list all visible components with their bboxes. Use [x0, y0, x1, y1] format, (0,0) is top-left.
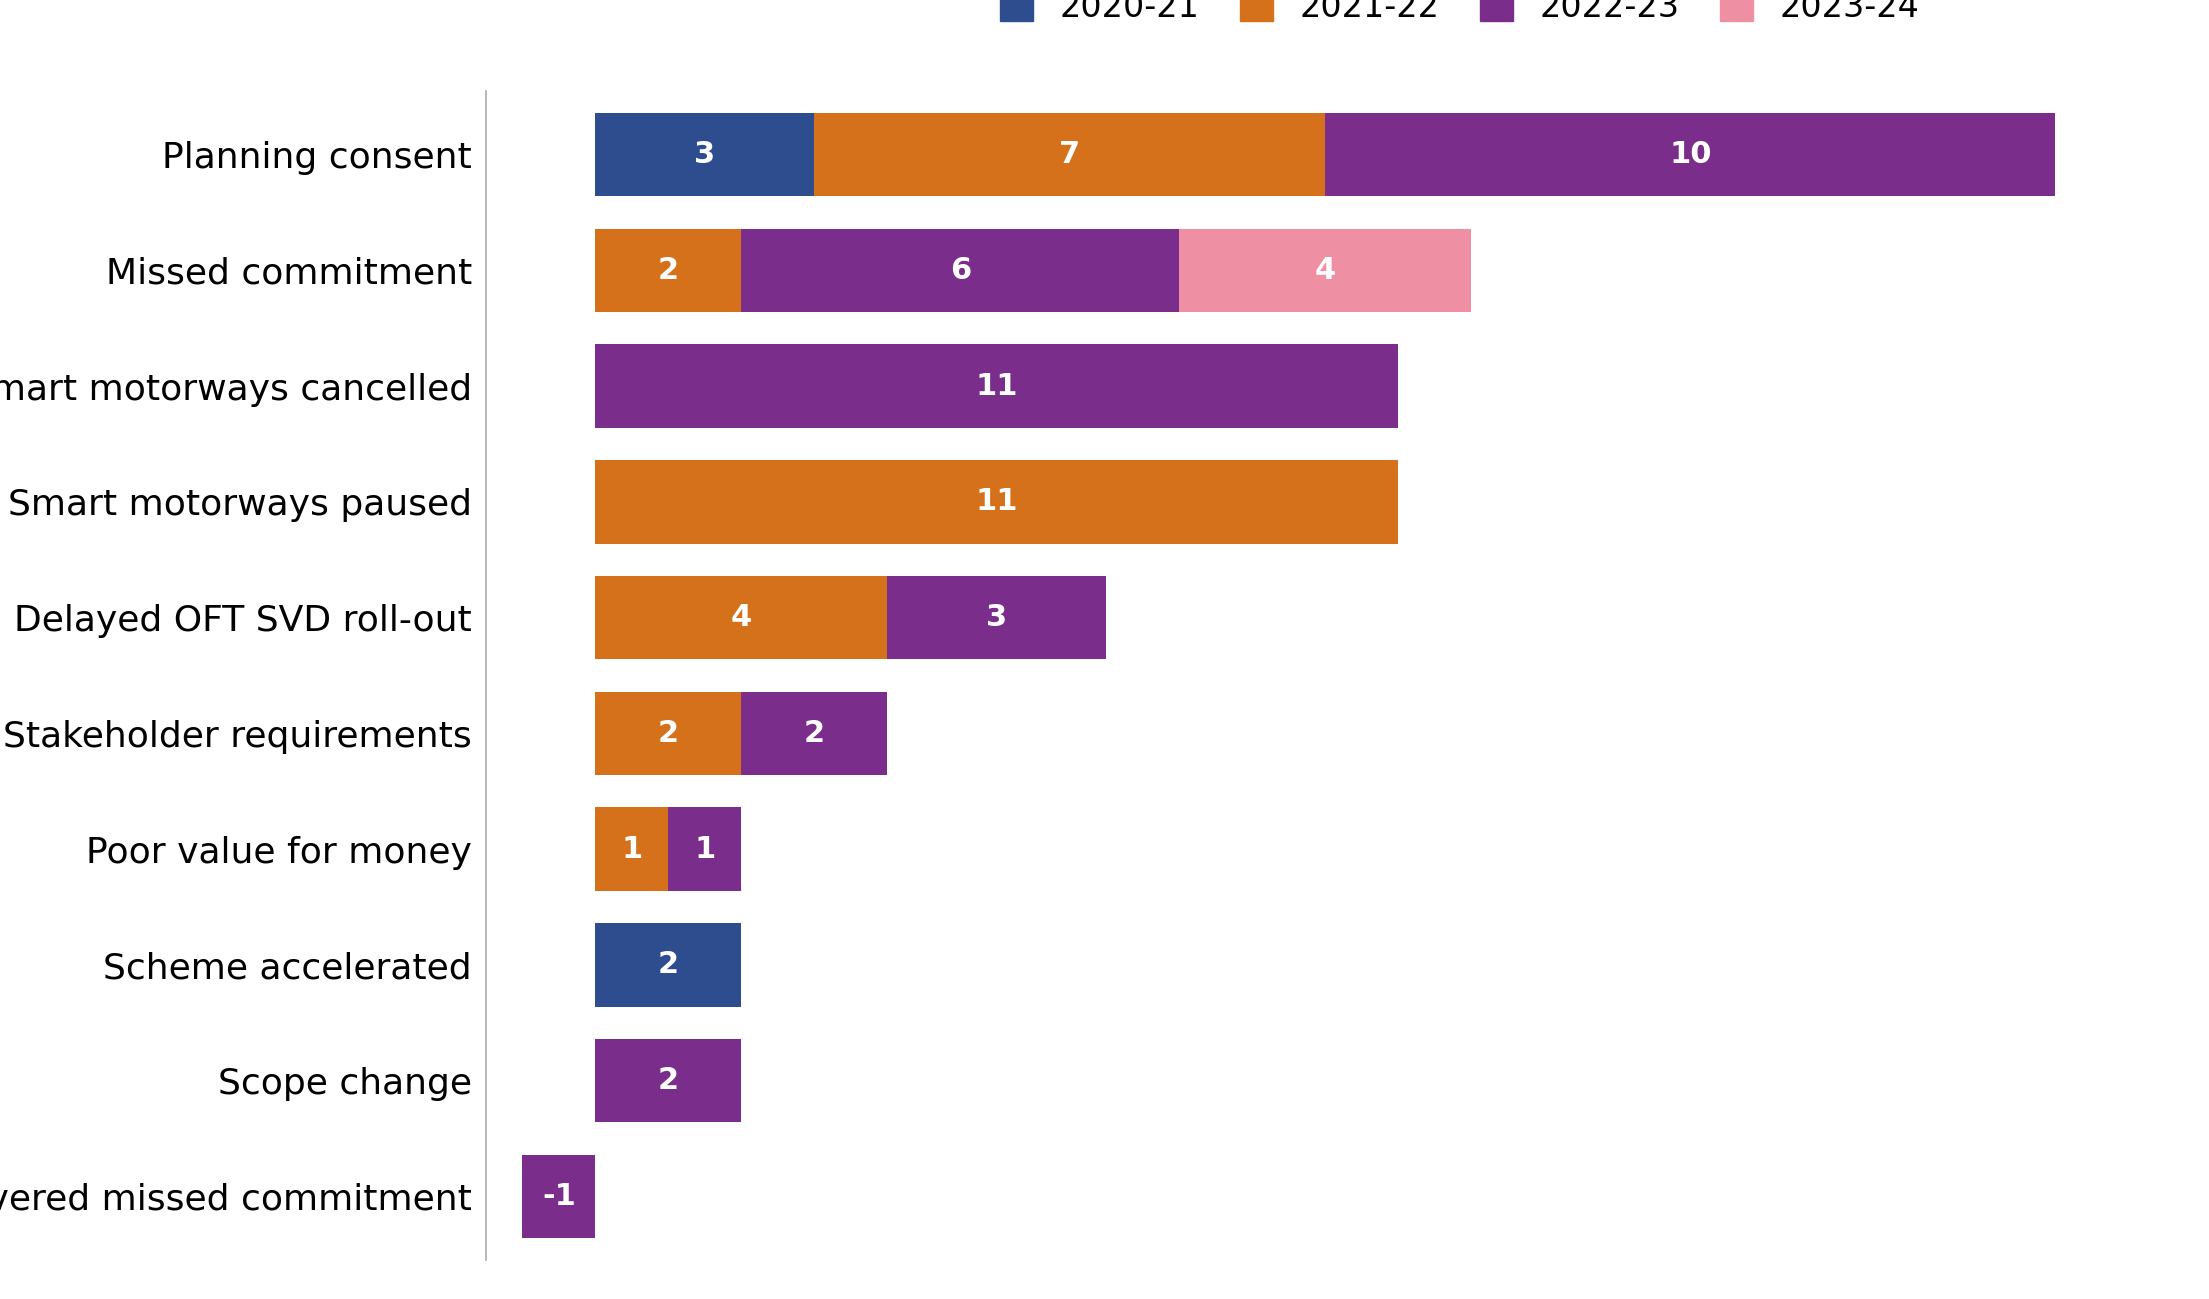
- Text: 10: 10: [1670, 140, 1712, 169]
- Text: 2: 2: [658, 718, 678, 748]
- Text: 2: 2: [658, 256, 678, 284]
- Bar: [596, 113, 815, 196]
- Bar: [742, 229, 1180, 312]
- Text: 6: 6: [950, 256, 972, 284]
- Text: -1: -1: [541, 1182, 577, 1211]
- Text: 2: 2: [658, 1066, 678, 1095]
- Text: 4: 4: [1314, 256, 1336, 284]
- Bar: [596, 229, 742, 312]
- Text: 11: 11: [976, 487, 1018, 516]
- Bar: [1180, 229, 1471, 312]
- Text: 3: 3: [987, 603, 1007, 633]
- Text: 2: 2: [804, 718, 824, 748]
- Text: 3: 3: [694, 140, 716, 169]
- Bar: [596, 924, 742, 1007]
- Bar: [596, 1039, 742, 1122]
- Bar: [524, 1155, 596, 1238]
- Text: 4: 4: [731, 603, 751, 633]
- Bar: [596, 460, 1398, 543]
- Bar: [596, 575, 888, 660]
- Bar: [596, 808, 669, 891]
- Text: 11: 11: [976, 372, 1018, 400]
- Bar: [815, 113, 1325, 196]
- Bar: [596, 344, 1398, 427]
- Bar: [669, 808, 742, 891]
- Bar: [742, 691, 888, 776]
- Legend: 2020-21, 2021-22, 2022-23, 2023-24: 2020-21, 2021-22, 2022-23, 2023-24: [1001, 0, 1920, 23]
- Text: 1: 1: [621, 835, 643, 864]
- Bar: [888, 575, 1107, 660]
- Bar: [1325, 113, 2054, 196]
- Text: 1: 1: [694, 835, 716, 864]
- Bar: [596, 691, 742, 776]
- Text: 2: 2: [658, 951, 678, 979]
- Text: 7: 7: [1060, 140, 1080, 169]
